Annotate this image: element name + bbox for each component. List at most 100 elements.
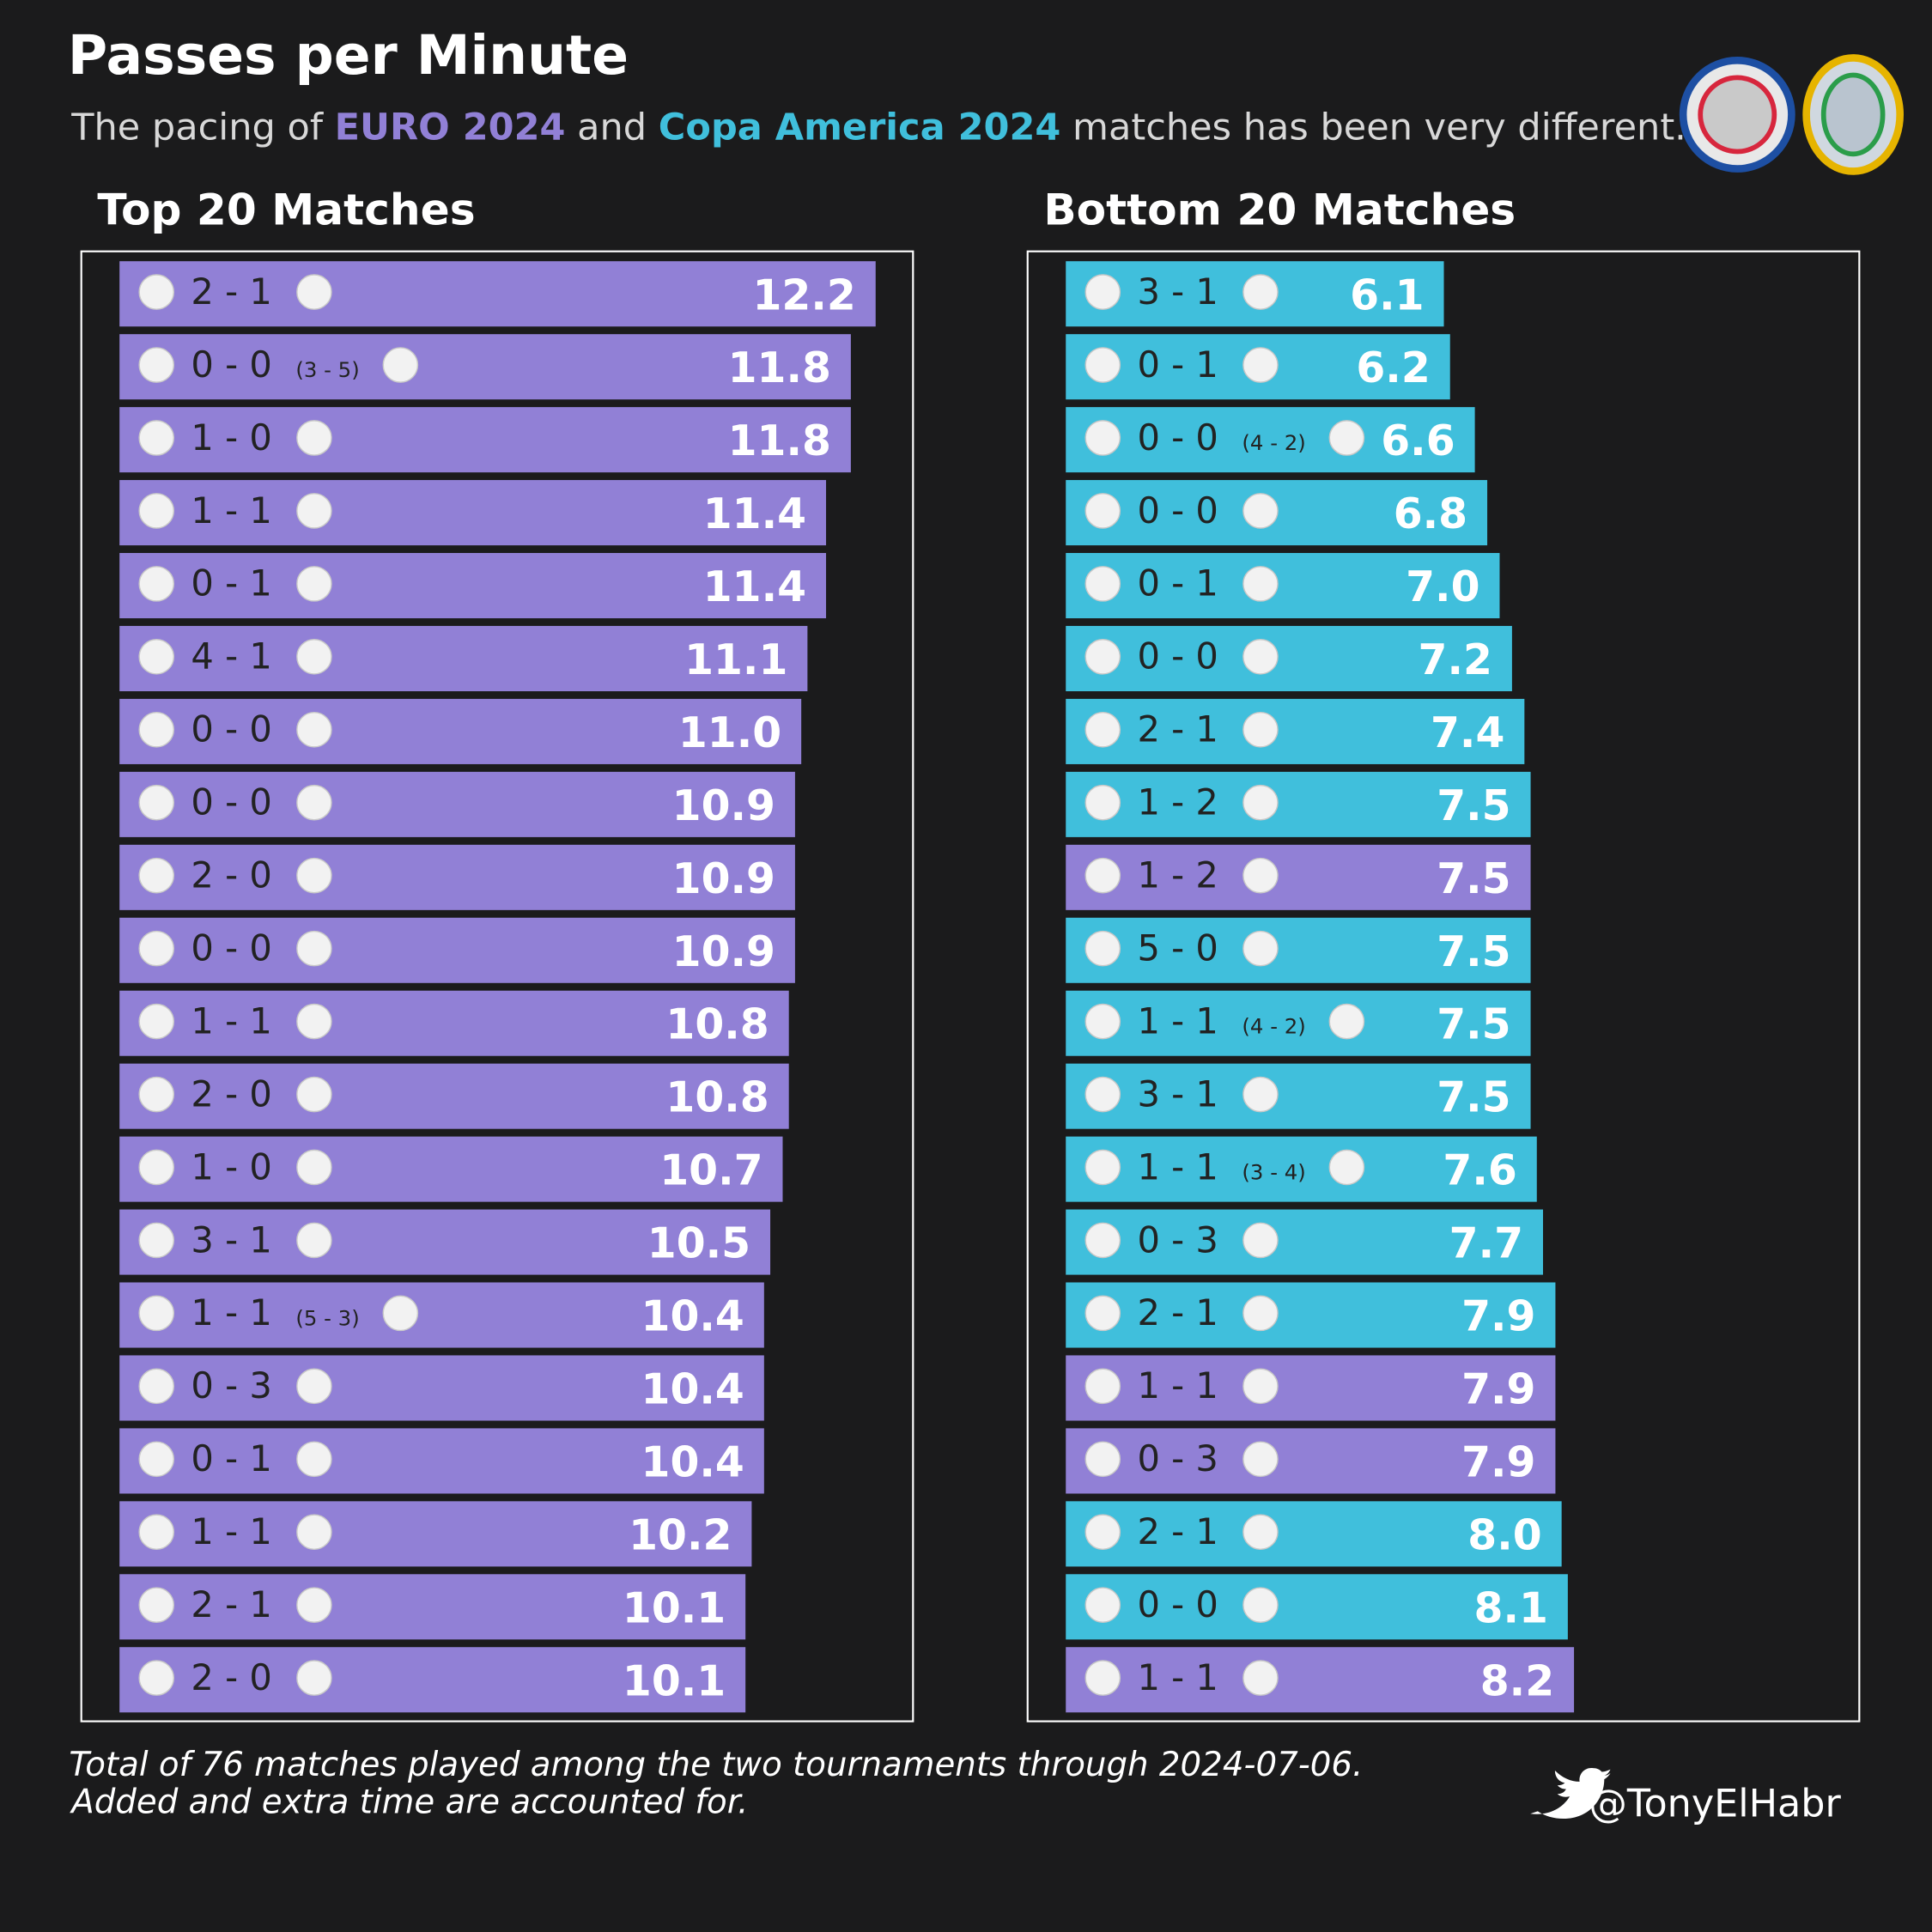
value-label: 10.1: [623, 1583, 726, 1632]
flag: [1084, 1149, 1121, 1186]
flag: [138, 1222, 175, 1259]
flag: [1084, 639, 1121, 675]
flag: [138, 1441, 175, 1478]
value-label: 7.9: [1461, 1437, 1535, 1486]
flag: [1084, 420, 1121, 456]
footer-line: Added and extra time are accounted for.: [69, 1783, 748, 1821]
flag: [1242, 711, 1279, 748]
value-label: 6.8: [1394, 489, 1467, 538]
bar: [1066, 1501, 1562, 1567]
panel-frame: [1026, 250, 1861, 1722]
logos: [1679, 54, 1904, 175]
flag: [1084, 784, 1121, 821]
bar: [1066, 1209, 1544, 1275]
flag: [1084, 566, 1121, 602]
bar: [119, 480, 827, 546]
flag: [296, 1076, 332, 1113]
value-label: 7.5: [1437, 854, 1510, 903]
bar: [1066, 771, 1531, 837]
bar: [1066, 625, 1512, 692]
score: 0 - 1: [1137, 562, 1218, 605]
value-label: 11.8: [728, 343, 831, 392]
score: 0 - 0: [191, 343, 271, 386]
flag: [1084, 711, 1121, 748]
flag: [138, 493, 175, 529]
flag: [138, 420, 175, 456]
score: 1 - 1: [1137, 1656, 1218, 1698]
credit: @TonyElHabr: [1589, 1783, 1841, 1826]
flag: [138, 930, 175, 967]
flag: [1242, 857, 1279, 894]
bar: [119, 553, 827, 619]
panel-frame: [80, 250, 914, 1722]
value-label: 6.2: [1356, 343, 1430, 392]
value-label: 7.2: [1419, 635, 1492, 684]
score: 0 - 0: [191, 927, 271, 969]
bar: [1066, 1063, 1531, 1129]
subtitle-part: The pacing of: [70, 106, 334, 149]
flag: [296, 857, 332, 894]
flag: [382, 347, 419, 383]
value-label: 6.1: [1350, 270, 1424, 319]
flag: [138, 1660, 175, 1696]
bar: [119, 1647, 746, 1713]
flag: [296, 1149, 332, 1186]
flag: [138, 1514, 175, 1551]
value-label: 7.6: [1443, 1146, 1516, 1195]
flag: [1084, 1222, 1121, 1259]
score: 5 - 0: [1137, 927, 1218, 969]
value-label: 10.8: [665, 1000, 769, 1049]
flag: [296, 639, 332, 675]
score: 0 - 0: [191, 708, 271, 750]
bar: [119, 1209, 771, 1275]
bar: [119, 990, 789, 1056]
value-label: 7.5: [1437, 781, 1510, 830]
bar: [119, 1428, 764, 1494]
flag: [296, 566, 332, 602]
score: 0 - 0: [1137, 1583, 1218, 1625]
flag: [138, 1149, 175, 1186]
value-label: 7.5: [1437, 1073, 1510, 1122]
value-label: 10.2: [629, 1510, 732, 1559]
flag: [1328, 420, 1365, 456]
flag: [1242, 566, 1279, 602]
bar: [119, 1501, 752, 1567]
value-label: 7.9: [1461, 1292, 1535, 1341]
value-label: 10.9: [672, 854, 775, 903]
flag: [1242, 1441, 1279, 1478]
flag: [296, 1441, 332, 1478]
flag: [1242, 1587, 1279, 1623]
logo: [1698, 75, 1777, 155]
value-label: 10.4: [641, 1292, 744, 1341]
value-label: 11.1: [684, 635, 787, 684]
bar: [119, 625, 808, 692]
flag: [1242, 1295, 1279, 1332]
score: 1 - 1: [1137, 1145, 1218, 1188]
flag: [296, 1660, 332, 1696]
flag: [138, 1295, 175, 1332]
logo: [1820, 72, 1886, 157]
bar: [119, 1136, 783, 1202]
flag: [1242, 930, 1279, 967]
bar: [119, 771, 795, 837]
penalty-score: (3 - 4): [1242, 1160, 1305, 1185]
score: 2 - 1: [191, 1583, 271, 1625]
bar: [1066, 990, 1531, 1056]
value-label: 10.9: [672, 781, 775, 830]
value-label: 10.5: [647, 1219, 750, 1268]
bar: [1066, 553, 1500, 619]
score: 0 - 1: [191, 562, 271, 605]
flag: [138, 566, 175, 602]
flag: [296, 711, 332, 748]
score: 0 - 0: [191, 781, 271, 823]
twitter-icon: [1530, 1767, 1611, 1819]
score: 0 - 1: [1137, 343, 1218, 386]
score: 2 - 1: [1137, 708, 1218, 750]
subtitle-part: and: [565, 106, 658, 149]
flag: [1242, 1368, 1279, 1405]
bar: [119, 1282, 764, 1348]
score: 3 - 1: [1137, 270, 1218, 313]
bar: [1066, 407, 1475, 473]
value-label: 8.1: [1474, 1583, 1548, 1632]
panel-title: Top 20 Matches: [97, 185, 475, 235]
